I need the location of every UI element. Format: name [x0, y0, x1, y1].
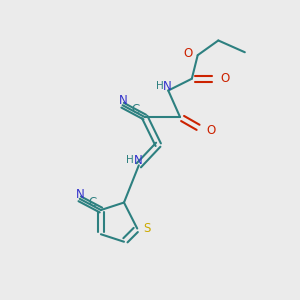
Text: O: O	[183, 47, 192, 60]
Text: N: N	[119, 94, 128, 107]
Text: C: C	[88, 196, 96, 209]
Text: S: S	[143, 222, 151, 235]
Text: H: H	[126, 155, 134, 165]
Text: N: N	[76, 188, 85, 201]
Text: H: H	[156, 81, 164, 91]
Text: O: O	[221, 72, 230, 85]
Text: N: N	[163, 80, 172, 93]
Text: N: N	[134, 154, 142, 166]
Text: C: C	[131, 103, 140, 116]
Text: O: O	[206, 124, 215, 137]
